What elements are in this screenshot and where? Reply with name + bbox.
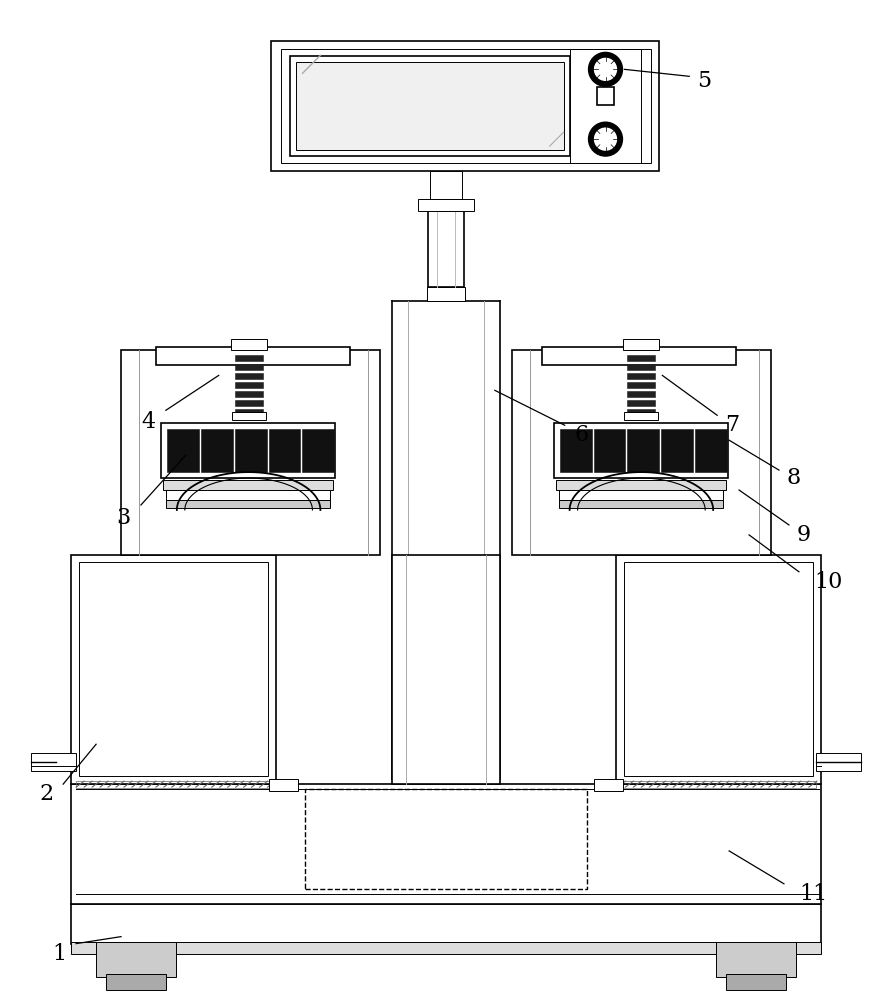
Bar (559, 429, 591, 472)
Bar (597, 87, 615, 105)
Text: 6: 6 (574, 424, 589, 446)
Bar (71, 904, 821, 944)
Text: 5: 5 (698, 70, 711, 92)
Bar (161, 423, 335, 478)
Bar (268, 429, 301, 472)
Bar (156, 347, 351, 365)
Bar (593, 429, 625, 472)
Bar (163, 480, 334, 490)
Bar (554, 423, 728, 478)
Bar (695, 429, 727, 472)
Circle shape (595, 58, 616, 80)
Bar (624, 562, 813, 776)
Bar (627, 373, 656, 379)
Bar (716, 942, 796, 977)
Circle shape (589, 52, 623, 86)
Circle shape (595, 128, 616, 150)
Bar (71, 942, 821, 954)
Bar (270, 41, 659, 171)
Bar (627, 391, 656, 397)
Bar (201, 429, 233, 472)
Bar (627, 400, 656, 406)
Text: 4: 4 (142, 411, 156, 433)
Bar (616, 555, 821, 784)
Text: 11: 11 (799, 883, 827, 905)
Bar (427, 287, 465, 301)
Bar (392, 555, 500, 784)
Text: 3: 3 (116, 507, 130, 529)
Bar (627, 355, 656, 361)
Text: 2: 2 (39, 783, 54, 805)
Bar (235, 391, 262, 397)
Bar (167, 429, 199, 472)
Bar (96, 942, 176, 977)
Text: 10: 10 (814, 571, 842, 593)
Circle shape (589, 122, 623, 156)
Bar (235, 382, 262, 388)
Bar (593, 779, 624, 791)
Bar (232, 412, 266, 420)
Bar (558, 490, 723, 500)
Bar (627, 409, 656, 415)
Bar (291, 56, 570, 156)
Bar (31, 753, 76, 771)
Bar (268, 779, 299, 791)
Bar (558, 500, 723, 508)
Bar (71, 555, 276, 784)
Bar (570, 49, 641, 163)
Bar (76, 781, 275, 788)
Bar (627, 429, 659, 472)
Bar (624, 412, 658, 420)
Bar (235, 400, 262, 406)
Bar (816, 753, 861, 771)
Bar (512, 350, 771, 555)
Bar (235, 355, 262, 361)
Bar (106, 974, 166, 990)
Bar (627, 382, 656, 388)
Bar (231, 339, 267, 350)
Bar (624, 339, 659, 350)
Bar (235, 373, 262, 379)
Bar (296, 62, 564, 150)
Text: 9: 9 (797, 524, 811, 546)
Bar (280, 49, 651, 163)
Text: 7: 7 (725, 414, 739, 436)
Bar (661, 429, 693, 472)
Bar (726, 974, 786, 990)
Bar (302, 429, 334, 472)
Bar (121, 350, 380, 555)
Text: 8: 8 (787, 467, 801, 489)
Bar (430, 171, 462, 199)
Bar (166, 490, 330, 500)
Bar (235, 429, 267, 472)
Bar (541, 347, 736, 365)
Bar (556, 480, 726, 490)
Bar (166, 500, 330, 508)
Bar (235, 364, 262, 370)
Bar (418, 199, 474, 211)
Bar (71, 784, 821, 904)
Bar (627, 364, 656, 370)
Bar (617, 781, 816, 788)
Bar (428, 211, 464, 287)
Bar (235, 409, 262, 415)
Bar (79, 562, 268, 776)
Text: 1: 1 (52, 943, 66, 965)
Bar (305, 789, 587, 889)
